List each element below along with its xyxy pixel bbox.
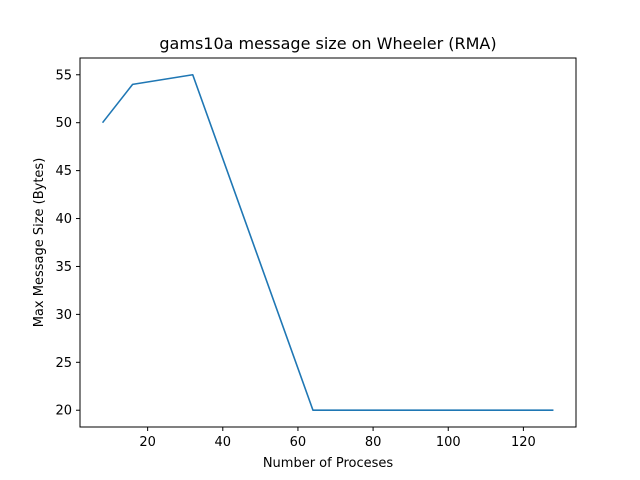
x-tick-label: 100 <box>436 435 461 450</box>
x-tick-label: 120 <box>511 435 536 450</box>
x-tick-label: 40 <box>215 435 232 450</box>
x-axis: 20 40 60 80 100 120 <box>139 427 536 450</box>
x-tick-label: 20 <box>139 435 156 450</box>
y-tick-label: 50 <box>55 116 72 131</box>
y-tick-label: 20 <box>55 404 72 419</box>
chart-title: gams10a message size on Wheeler (RMA) <box>159 34 496 53</box>
y-axis: 20 25 30 35 40 45 50 55 <box>55 68 80 419</box>
plot-area <box>101 73 554 412</box>
y-tick-label: 35 <box>55 260 72 275</box>
x-tick-label: 60 <box>290 435 307 450</box>
x-tick-label: 80 <box>365 435 382 450</box>
plot-frame <box>79 57 577 428</box>
series-line <box>101 73 554 412</box>
y-tick-label: 45 <box>55 164 72 179</box>
y-tick-label: 55 <box>55 68 72 83</box>
y-tick-label: 25 <box>55 356 72 371</box>
x-axis-label: Number of Proceses <box>263 456 394 471</box>
y-tick-label: 40 <box>55 212 72 227</box>
y-tick-label: 30 <box>55 308 72 323</box>
y-axis-label: Max Message Size (Bytes) <box>32 158 47 328</box>
